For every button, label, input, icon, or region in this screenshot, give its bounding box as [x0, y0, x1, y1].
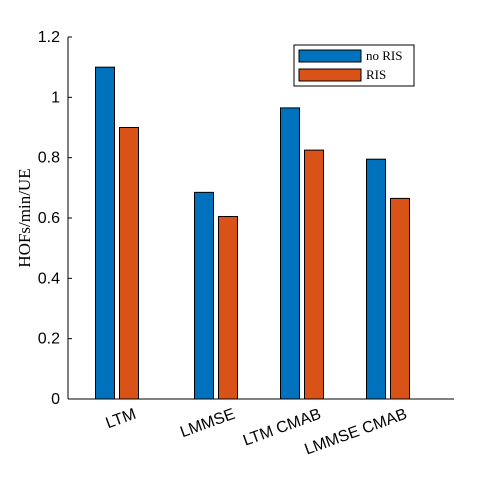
bar-ris-ltm-cmab [304, 149, 324, 400]
bar-no-ris-ltm [95, 66, 115, 400]
bars [95, 66, 410, 400]
y-tick-label: 0.4 [38, 270, 60, 287]
x-tick-label: LTM [104, 406, 139, 433]
y-tick-label: 0.2 [38, 331, 60, 348]
legend-swatch-no-ris [298, 49, 362, 63]
legend-swatch-ris [298, 68, 362, 82]
y-tick-label: 0.8 [38, 150, 60, 167]
bar-no-ris-lmmse-cmab [366, 158, 386, 400]
legend: no RIS RIS [293, 44, 415, 87]
bar-no-ris-ltm-cmab [280, 107, 300, 400]
bar-ris-ltm [119, 127, 139, 400]
y-tick-label: 0.6 [38, 210, 60, 227]
legend-label-ris: RIS [366, 67, 386, 82]
y-tick-label: 1.2 [38, 29, 60, 46]
y-tick-label: 0 [51, 391, 60, 408]
y-tick-label: 1 [51, 89, 60, 106]
x-tick-label: LMMSE [178, 406, 237, 441]
y-ticks: 0 0.2 0.4 0.6 0.8 1 1.2 [38, 29, 72, 408]
plot-area: 00.20.40.60.811.2 LTM LMMSE LTM CMABLMMSE … [38, 29, 454, 459]
bar-no-ris-lmmse [194, 191, 214, 400]
y-axis-label: HOFs/min/UE [15, 168, 34, 267]
legend-label-no-ris: no RIS [366, 48, 402, 63]
bar-ris-lmmse-cmab [390, 197, 410, 400]
bar-ris-lmmse [218, 215, 238, 400]
